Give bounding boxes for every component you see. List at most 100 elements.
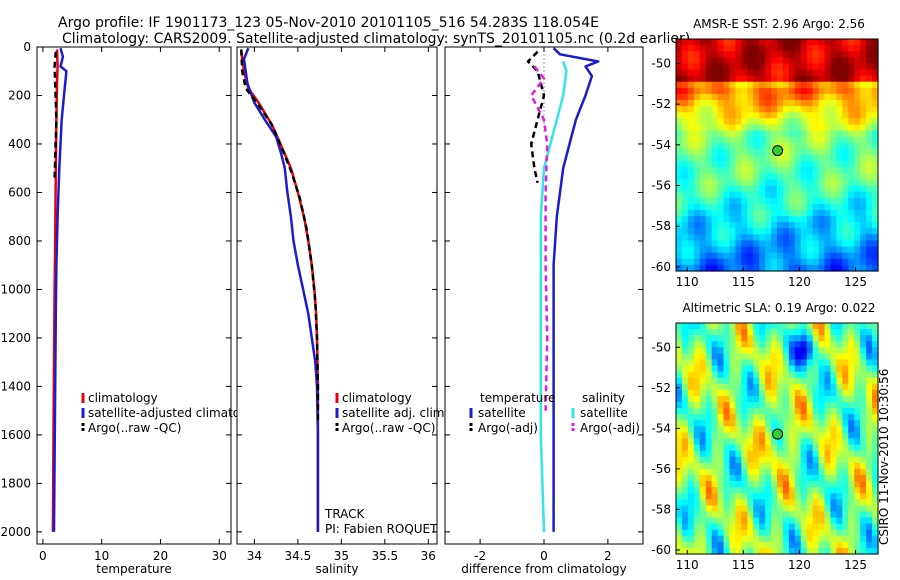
heatmap-cell <box>771 87 778 95</box>
heatmap-cell <box>818 81 826 89</box>
heatmap-cell <box>687 81 695 89</box>
heatmap-cell <box>812 541 820 549</box>
heatmap-cell <box>753 499 760 506</box>
heatmap-cell <box>676 75 683 83</box>
y-tick-label: 1600 <box>0 428 31 442</box>
heatmap-cell <box>777 365 784 373</box>
heatmap-cell <box>812 264 820 272</box>
heatmap-cell <box>717 252 725 260</box>
heatmap-cell <box>765 389 772 397</box>
heatmap-cell <box>759 493 766 500</box>
heatmap-cell <box>836 414 843 421</box>
heatmap-cell <box>723 93 731 101</box>
heatmap-cell <box>872 408 879 415</box>
heatmap-cell <box>693 450 701 458</box>
heatmap-cell <box>681 191 689 199</box>
heatmap-cell <box>806 481 814 488</box>
heatmap-cell <box>794 402 802 409</box>
heatmap-cell <box>788 51 796 58</box>
heatmap-cell <box>794 81 802 89</box>
heatmap-cell <box>818 57 826 65</box>
heatmap-cell <box>812 112 820 119</box>
heatmap-cell <box>782 258 790 266</box>
heatmap-cell <box>699 258 707 266</box>
heatmap-cell <box>759 93 766 101</box>
heatmap-cell <box>765 547 772 555</box>
heatmap-cell <box>693 203 701 211</box>
heatmap-cell <box>699 142 707 150</box>
heatmap-cell <box>794 395 802 403</box>
heatmap-cell <box>800 75 808 83</box>
heatmap-cell <box>860 142 867 150</box>
heatmap-cell <box>699 408 707 415</box>
heatmap-cell <box>771 347 778 354</box>
y-tick-label: -60 <box>651 260 671 274</box>
heatmap-cell <box>836 481 843 488</box>
heatmap-cell <box>842 142 849 150</box>
heatmap-cell <box>812 179 820 187</box>
heatmap-cell <box>860 75 867 83</box>
heatmap-cell <box>800 203 808 211</box>
heatmap-cell <box>753 258 760 266</box>
x-tick-label: 115 <box>732 558 755 572</box>
heatmap-cell <box>836 209 843 217</box>
heatmap-cell <box>842 377 849 385</box>
heatmap-cell <box>699 371 707 379</box>
heatmap-cell <box>676 323 683 330</box>
heatmap-cell <box>693 45 701 52</box>
heatmap-cell <box>747 124 754 132</box>
heatmap-cell <box>705 234 713 242</box>
y-tick-label: -54 <box>651 421 671 435</box>
heatmap-cell <box>687 240 695 248</box>
heatmap-cell <box>860 414 867 421</box>
heatmap-cell <box>824 444 832 452</box>
heatmap-cell <box>836 222 843 229</box>
heatmap-cell <box>800 499 808 506</box>
heatmap-cell <box>824 481 832 488</box>
heatmap-cell <box>676 383 683 391</box>
heatmap-cell <box>777 523 784 531</box>
heatmap-cell <box>830 487 838 494</box>
heatmap-cell <box>747 523 754 531</box>
heatmap-cell <box>866 81 873 89</box>
heatmap-cell <box>681 547 689 555</box>
heatmap-cell <box>818 468 826 476</box>
heatmap-cell <box>788 505 796 513</box>
heatmap-cell <box>699 383 707 391</box>
heatmap-cell <box>735 365 742 373</box>
heatmap-cell <box>747 155 754 162</box>
heatmap-cell <box>747 353 754 361</box>
heatmap-cell <box>860 69 867 77</box>
heatmap-cell <box>747 228 754 235</box>
heatmap-cell <box>676 51 683 58</box>
heatmap-cell <box>777 335 784 342</box>
heatmap-cell <box>681 124 689 132</box>
heatmap-cell <box>782 329 790 336</box>
heatmap-cell <box>711 57 719 65</box>
heatmap-cell <box>818 444 826 452</box>
heatmap-cell <box>735 57 742 65</box>
heatmap-cell <box>771 57 778 65</box>
heatmap-cell <box>777 185 784 193</box>
heatmap-cell <box>711 136 719 144</box>
heatmap-cell <box>836 45 843 52</box>
heatmap-cell <box>866 173 873 181</box>
heatmap-cell <box>765 191 772 199</box>
heatmap-cell <box>723 541 731 549</box>
heatmap-cell <box>723 155 731 162</box>
heatmap-cell <box>866 240 873 248</box>
heatmap-cell <box>735 112 742 119</box>
y-tick-label: -56 <box>651 462 671 476</box>
heatmap-cell <box>699 100 707 107</box>
heatmap-cell <box>836 161 843 168</box>
heatmap-cell <box>735 541 742 549</box>
heatmap-cell <box>794 323 802 330</box>
heatmap-cell <box>854 335 861 342</box>
heatmap-cell <box>747 142 754 150</box>
heatmap-cell <box>753 517 760 525</box>
heatmap-cell <box>842 402 849 409</box>
heatmap-cell <box>866 365 873 373</box>
heatmap-cell <box>771 93 778 101</box>
heatmap-cell <box>854 130 861 138</box>
heatmap-cell <box>717 81 725 89</box>
